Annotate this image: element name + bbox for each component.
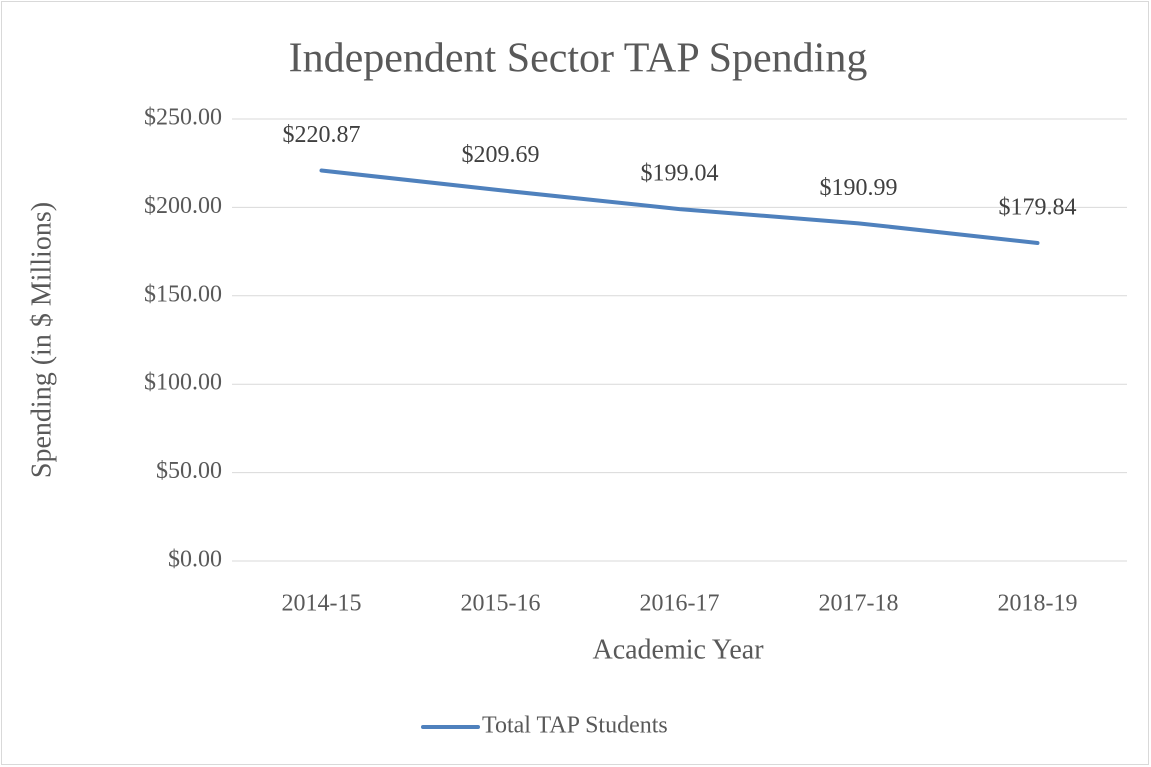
data-label: $220.87 (283, 122, 361, 148)
x-tick-label: 2018-19 (998, 591, 1078, 617)
data-label: $190.99 (820, 175, 898, 201)
x-tick-label: 2015-16 (461, 591, 541, 617)
data-label: $179.84 (999, 195, 1077, 221)
y-axis-label: Spending (in $ Millions) (26, 202, 57, 478)
y-tick-label: $150.00 (144, 281, 222, 307)
legend-label: Total TAP Students (482, 713, 668, 739)
data-label: $199.04 (641, 161, 719, 187)
y-tick-label: $200.00 (144, 193, 222, 219)
y-tick-label: $50.00 (156, 458, 222, 484)
y-tick-label: $100.00 (144, 370, 222, 396)
y-tick-label: $250.00 (144, 105, 222, 131)
x-axis-label: Academic Year (592, 634, 764, 665)
x-tick-label: 2017-18 (819, 591, 899, 617)
x-tick-label: 2016-17 (640, 591, 720, 617)
y-tick-label: $0.00 (168, 547, 222, 573)
x-tick-label: 2014-15 (282, 591, 362, 617)
data-label: $209.69 (462, 142, 540, 168)
data-line (319, 168, 1040, 246)
chart-title: Independent Sector TAP Spending (289, 36, 868, 82)
